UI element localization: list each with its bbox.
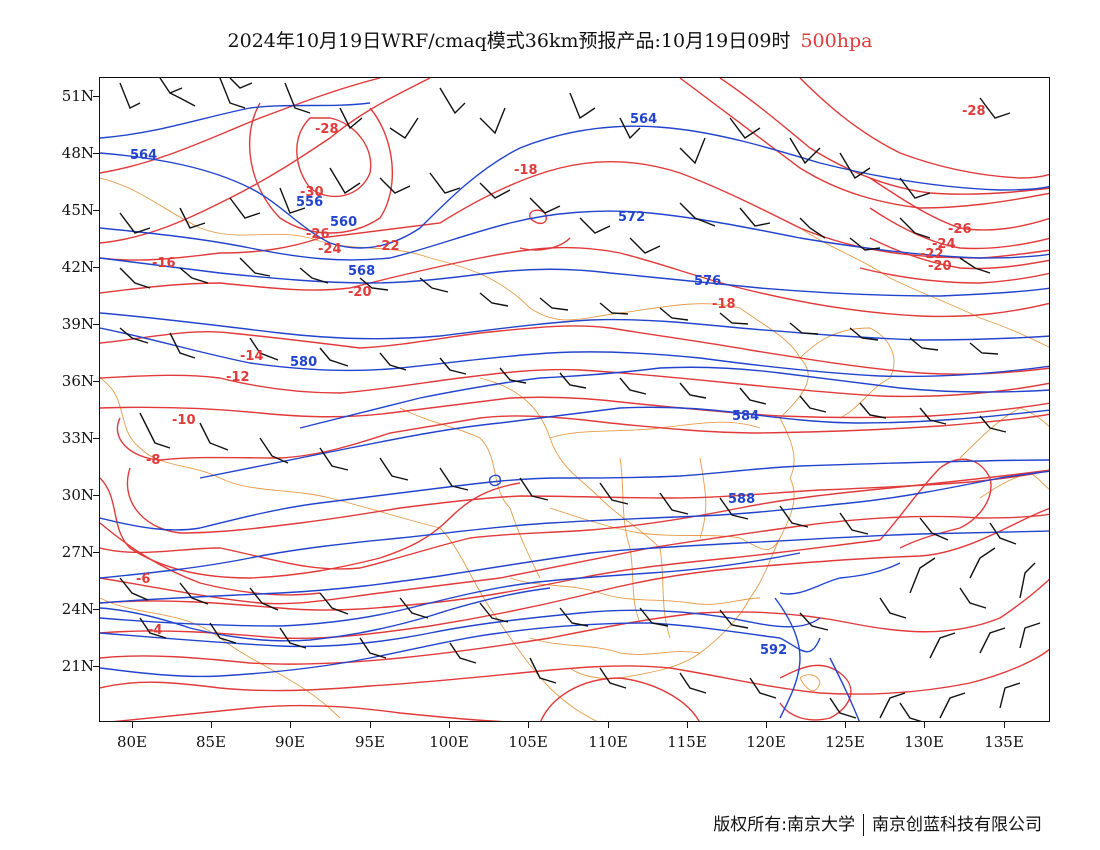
lon-tick bbox=[766, 722, 767, 728]
temp-label: -6 bbox=[136, 572, 150, 587]
lon-tick bbox=[608, 722, 609, 728]
lon-tick bbox=[449, 722, 450, 728]
lat-label: 39N bbox=[61, 315, 94, 333]
lat-label: 51N bbox=[61, 87, 94, 105]
lon-label: 110E bbox=[588, 733, 628, 751]
map-canvas: -28 -30 -26 -24 -22 -20 -18 -16 -14 -12 … bbox=[100, 78, 1049, 721]
height-label: 560 bbox=[330, 215, 357, 230]
lon-label: 80E bbox=[116, 733, 148, 751]
footer-separator bbox=[863, 814, 864, 836]
lon-label: 115E bbox=[667, 733, 707, 751]
temp-label: -8 bbox=[146, 453, 160, 468]
temp-label: -22 bbox=[920, 247, 944, 262]
height-label: 564 bbox=[130, 148, 157, 163]
height-label: 580 bbox=[290, 355, 317, 370]
temp-label: -20 bbox=[928, 259, 952, 274]
temp-label: -18 bbox=[514, 163, 538, 178]
weather-map[interactable]: -28 -30 -26 -24 -22 -20 -18 -16 -14 -12 … bbox=[99, 77, 1050, 722]
pressure-level: 500hpa bbox=[800, 30, 873, 52]
lat-tick bbox=[93, 381, 99, 382]
footer-credits: 版权所有:南京大学 南京创蓝科技有限公司 bbox=[713, 810, 1042, 836]
lon-label: 100E bbox=[429, 733, 469, 751]
height-label: 564 bbox=[630, 112, 657, 127]
lon-label: 95E bbox=[354, 733, 386, 751]
lat-label: 45N bbox=[61, 201, 94, 219]
lon-tick bbox=[370, 722, 371, 728]
temp-label: -24 bbox=[318, 242, 342, 257]
temp-label: -26 bbox=[948, 222, 972, 237]
lat-tick bbox=[93, 96, 99, 97]
lon-label: 90E bbox=[274, 733, 306, 751]
height-label: 568 bbox=[348, 264, 375, 279]
contour-labels: -28 -30 -26 -24 -22 -20 -18 -16 -14 -12 … bbox=[130, 104, 986, 658]
lon-tick bbox=[924, 722, 925, 728]
temp-label: -18 bbox=[712, 297, 736, 312]
lat-label: 27N bbox=[61, 543, 94, 561]
lat-label: 33N bbox=[61, 429, 94, 447]
lon-tick bbox=[687, 722, 688, 728]
lat-tick bbox=[93, 438, 99, 439]
temp-label: -28 bbox=[315, 122, 339, 137]
lat-tick bbox=[93, 324, 99, 325]
temp-label: -10 bbox=[172, 413, 196, 428]
lat-label: 21N bbox=[61, 657, 94, 675]
lon-label: 130E bbox=[904, 733, 944, 751]
lat-tick bbox=[93, 210, 99, 211]
height-label: 588 bbox=[728, 492, 755, 507]
temp-label: -26 bbox=[306, 227, 330, 242]
temp-label: -24 bbox=[932, 237, 956, 252]
lon-label: 120E bbox=[746, 733, 786, 751]
temp-label: -20 bbox=[348, 285, 372, 300]
lon-label: 125E bbox=[825, 733, 865, 751]
lat-tick bbox=[93, 552, 99, 553]
lon-label: 85E bbox=[195, 733, 227, 751]
temperature-contours bbox=[100, 78, 1049, 721]
copyright-text: 版权所有:南京大学 bbox=[713, 815, 855, 835]
lat-label: 42N bbox=[61, 258, 94, 276]
lon-label: 135E bbox=[984, 733, 1024, 751]
lat-tick bbox=[93, 495, 99, 496]
company-name: 南京创蓝科技有限公司 bbox=[872, 815, 1042, 835]
temp-label: -4 bbox=[148, 623, 162, 638]
height-label: 584 bbox=[732, 409, 759, 424]
lon-tick bbox=[528, 722, 529, 728]
height-label: 576 bbox=[694, 274, 721, 289]
lon-tick bbox=[290, 722, 291, 728]
wind-barbs bbox=[119, 78, 1041, 721]
lat-label: 48N bbox=[61, 144, 94, 162]
lat-tick bbox=[93, 153, 99, 154]
lon-tick bbox=[845, 722, 846, 728]
lat-label: 30N bbox=[61, 486, 94, 504]
lat-tick bbox=[93, 609, 99, 610]
height-label: 556 bbox=[296, 195, 323, 210]
temp-label: -28 bbox=[962, 104, 986, 119]
temp-label: -12 bbox=[226, 370, 250, 385]
lon-tick bbox=[132, 722, 133, 728]
lat-label: 24N bbox=[61, 600, 94, 618]
temp-label: -14 bbox=[240, 349, 264, 364]
lon-label: 105E bbox=[508, 733, 548, 751]
height-contours bbox=[100, 102, 1049, 721]
lon-tick bbox=[1004, 722, 1005, 728]
lat-label: 36N bbox=[61, 372, 94, 390]
temp-label: -16 bbox=[152, 256, 176, 271]
height-label: 572 bbox=[618, 210, 645, 225]
lat-tick bbox=[93, 666, 99, 667]
lat-tick bbox=[93, 267, 99, 268]
temp-label: -22 bbox=[376, 239, 400, 254]
map-title: 2024年10月19日WRF/cmaq模式36km预报产品:10月19日09时 5… bbox=[0, 26, 1100, 53]
title-text: 2024年10月19日WRF/cmaq模式36km预报产品:10月19日09时 bbox=[227, 30, 791, 52]
temp-label: -30 bbox=[300, 185, 324, 200]
height-label: 592 bbox=[760, 643, 787, 658]
lon-tick bbox=[211, 722, 212, 728]
